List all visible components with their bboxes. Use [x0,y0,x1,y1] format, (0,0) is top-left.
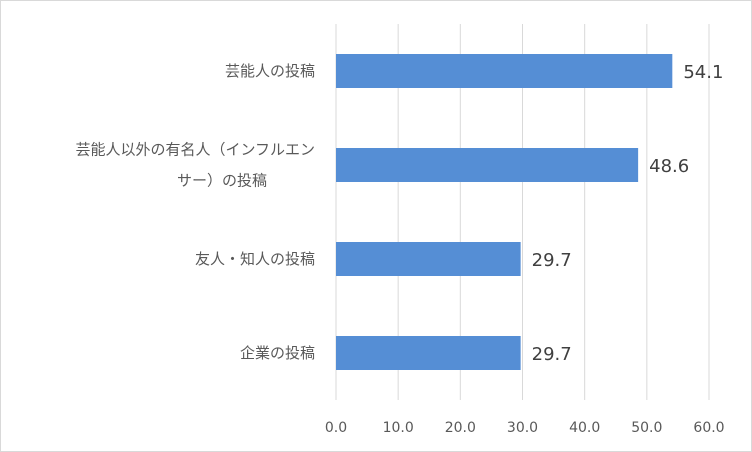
bar [336,242,521,276]
bar [336,336,521,370]
x-tick-label: 30.0 [507,420,538,436]
bar [336,148,639,182]
x-tick-label: 10.0 [383,420,414,436]
x-tick-label: 20.0 [445,420,476,436]
category-label: 企業の投稿 [240,344,315,362]
category-label: 友人・知人の投稿 [195,250,315,268]
bar [336,54,673,88]
x-tick-label: 0.0 [325,420,347,436]
x-tick-label: 50.0 [631,420,662,436]
category-labels: 芸能人の投稿芸能人以外の有名人（インフルエンサー）の投稿友人・知人の投稿企業の投… [75,62,315,362]
bar-value-label: 29.7 [532,344,572,365]
bar-value-label: 54.1 [683,62,723,83]
bar-value-label: 29.7 [532,250,572,271]
category-label: 芸能人の投稿 [225,62,315,80]
category-label: 芸能人以外の有名人（インフルエン [75,141,315,159]
x-tick-label: 40.0 [569,420,600,436]
value-labels: 54.1 48.6 29.7 29.7 [532,62,724,365]
bars [336,54,673,370]
x-tick-label: 60.0 [693,420,724,436]
bar-value-label: 48.6 [649,156,689,177]
x-tick-labels: 0.0 10.0 20.0 30.0 40.0 50.0 60.0 [325,420,725,436]
category-label: サー）の投稿 [177,172,267,190]
